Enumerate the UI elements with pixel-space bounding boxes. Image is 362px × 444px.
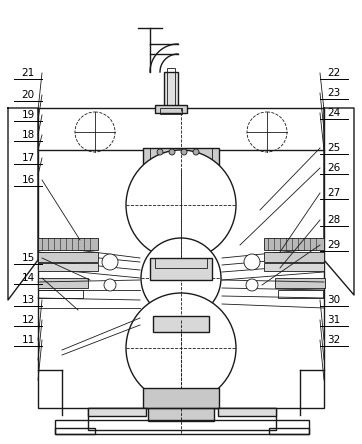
Circle shape (126, 150, 236, 260)
Text: 17: 17 (21, 153, 35, 163)
Bar (55, 428, 95, 434)
Text: 31: 31 (327, 315, 341, 325)
Bar (150, 258, 212, 280)
Circle shape (126, 293, 236, 403)
Bar (275, 278, 325, 288)
Text: 24: 24 (327, 108, 341, 118)
Circle shape (244, 254, 260, 270)
Circle shape (246, 279, 258, 291)
Bar (153, 316, 209, 332)
Text: 19: 19 (21, 110, 35, 120)
Text: 32: 32 (327, 335, 341, 345)
Circle shape (157, 149, 163, 155)
Bar (167, 68, 175, 108)
Bar (38, 238, 98, 250)
Bar (38, 252, 98, 262)
Bar (55, 420, 309, 434)
Bar (264, 238, 324, 250)
Bar (160, 108, 182, 114)
Text: 20: 20 (21, 90, 34, 100)
Text: 26: 26 (327, 163, 341, 173)
Text: 22: 22 (327, 68, 341, 78)
Text: 25: 25 (327, 143, 341, 153)
Bar (155, 105, 187, 113)
Bar (38, 290, 83, 298)
Bar (155, 395, 207, 405)
Circle shape (141, 238, 221, 318)
Bar (143, 148, 219, 170)
Circle shape (181, 149, 187, 155)
Text: 27: 27 (327, 188, 341, 198)
Polygon shape (324, 108, 354, 295)
Bar (269, 428, 309, 434)
Bar (148, 403, 214, 421)
Bar (143, 388, 219, 408)
Text: 16: 16 (21, 175, 35, 185)
Text: 15: 15 (21, 253, 35, 263)
Circle shape (169, 149, 175, 155)
Bar (38, 263, 98, 271)
Bar (38, 278, 88, 288)
Text: 28: 28 (327, 215, 341, 225)
Text: 29: 29 (327, 240, 341, 250)
Text: 21: 21 (21, 68, 35, 78)
Bar (264, 263, 324, 271)
Bar (164, 72, 178, 108)
Circle shape (193, 149, 199, 155)
Bar (38, 108, 324, 408)
Circle shape (104, 279, 116, 291)
Text: 14: 14 (21, 273, 35, 283)
Text: 12: 12 (21, 315, 35, 325)
Text: 30: 30 (328, 295, 341, 305)
Bar (88, 408, 146, 416)
Bar (155, 258, 207, 268)
Bar (218, 408, 276, 416)
Bar (264, 252, 324, 262)
Text: 18: 18 (21, 130, 35, 140)
Bar (88, 408, 276, 430)
Text: 13: 13 (21, 295, 35, 305)
Circle shape (102, 254, 118, 270)
Bar (278, 290, 323, 298)
Bar (150, 148, 212, 162)
Polygon shape (8, 108, 38, 300)
Text: 23: 23 (327, 88, 341, 98)
Text: 11: 11 (21, 335, 35, 345)
